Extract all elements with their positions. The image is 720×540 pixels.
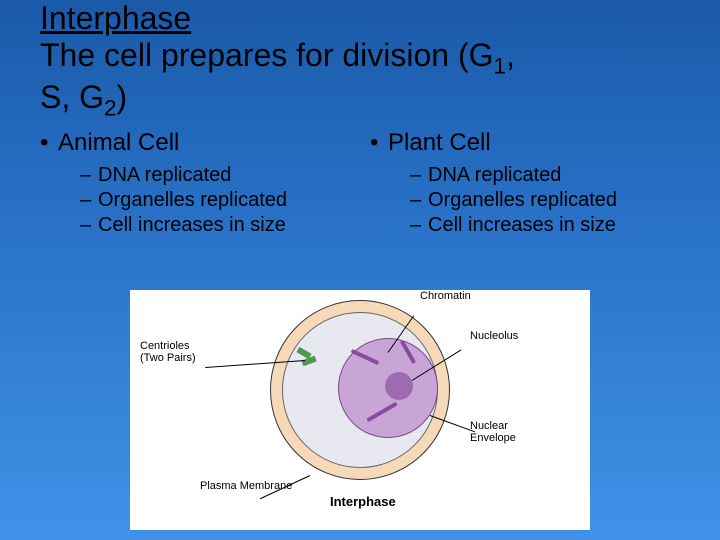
title-block: Interphase The cell prepares for divisio…	[0, 0, 720, 121]
right-item-2: Cell increases in size	[428, 214, 616, 236]
list-item: –Cell increases in size	[410, 213, 720, 238]
title-sub2: 2	[104, 95, 116, 120]
left-item-2: Cell increases in size	[98, 214, 286, 236]
left-item-1: Organelles replicated	[98, 189, 287, 211]
label-chromatin: Chromatin	[420, 290, 471, 302]
right-item-1: Organelles replicated	[428, 189, 617, 211]
bullet-icon: •	[40, 129, 58, 157]
left-sublist: –DNA replicated –Organelles replicated –…	[40, 163, 360, 238]
left-heading-line: •Animal Cell	[40, 129, 360, 157]
right-sublist: –DNA replicated –Organelles replicated –…	[370, 163, 720, 238]
right-heading-line: •Plant Cell	[370, 129, 720, 157]
list-item: –Organelles replicated	[410, 188, 720, 213]
dash-icon: –	[410, 213, 428, 238]
diagram-caption: Interphase	[330, 495, 396, 509]
list-item: –DNA replicated	[410, 163, 720, 188]
right-heading: Plant Cell	[388, 129, 491, 156]
dash-icon: –	[80, 163, 98, 188]
title-line2b: )	[116, 79, 127, 115]
label-centrioles-l2: (Two Pairs)	[140, 352, 196, 364]
title-heading: Interphase	[40, 0, 191, 36]
title-line1a: The cell prepares for division (G	[40, 37, 494, 73]
dash-icon: –	[80, 213, 98, 238]
list-item: –DNA replicated	[80, 163, 360, 188]
title-line2a: S, G	[40, 79, 104, 115]
label-nuclear-l1: Nuclear	[470, 420, 508, 432]
column-left: •Animal Cell –DNA replicated –Organelles…	[0, 129, 360, 238]
dash-icon: –	[410, 163, 428, 188]
column-right: •Plant Cell –DNA replicated –Organelles …	[360, 129, 720, 238]
cell-diagram: Chromatin Nucleolus Centrioles (Two Pair…	[130, 290, 590, 530]
label-centrioles: Centrioles (Two Pairs)	[140, 340, 196, 364]
dash-icon: –	[410, 188, 428, 213]
dash-icon: –	[80, 188, 98, 213]
title-sub1: 1	[494, 53, 506, 78]
label-centrioles-l1: Centrioles	[140, 340, 190, 352]
label-nucleolus: Nucleolus	[470, 330, 518, 342]
right-item-0: DNA replicated	[428, 164, 561, 186]
columns: •Animal Cell –DNA replicated –Organelles…	[0, 121, 720, 238]
title-line1b: ,	[506, 37, 515, 73]
left-heading: Animal Cell	[58, 129, 179, 156]
label-nuclear-envelope: Nuclear Envelope	[470, 420, 516, 444]
left-item-0: DNA replicated	[98, 164, 231, 186]
list-item: –Organelles replicated	[80, 188, 360, 213]
bullet-icon: •	[370, 129, 388, 157]
list-item: –Cell increases in size	[80, 213, 360, 238]
label-plasma-membrane: Plasma Membrane	[200, 480, 292, 492]
label-nuclear-l2: Envelope	[470, 432, 516, 444]
nucleolus	[385, 372, 413, 400]
